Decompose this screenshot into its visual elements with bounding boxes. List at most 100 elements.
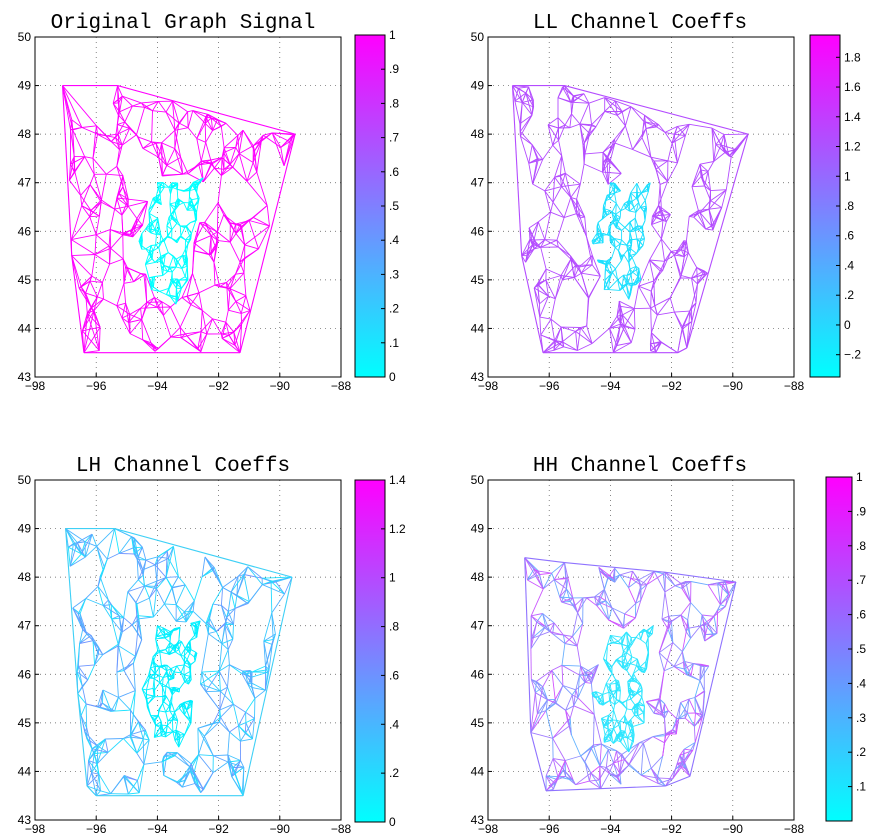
graph-edge bbox=[142, 738, 145, 765]
graph-edge bbox=[573, 95, 590, 104]
graph-edge bbox=[271, 132, 285, 166]
graph-edge bbox=[613, 238, 621, 245]
graph-edge bbox=[200, 318, 213, 332]
graph-edge bbox=[122, 624, 133, 633]
graph-edge bbox=[608, 748, 617, 752]
graph-edge bbox=[69, 156, 75, 165]
graph-edge bbox=[168, 288, 171, 297]
graph-edge bbox=[162, 703, 167, 713]
graph-edge bbox=[180, 331, 202, 339]
graph-edge bbox=[212, 709, 221, 724]
graph-edge bbox=[186, 202, 190, 211]
graph-edge bbox=[137, 764, 145, 781]
graph-edge bbox=[116, 302, 126, 307]
graph-edge bbox=[193, 576, 203, 602]
graph-edge bbox=[142, 141, 152, 149]
graph-edge bbox=[198, 754, 214, 757]
graph-edge bbox=[601, 233, 604, 243]
graph-edge bbox=[83, 326, 101, 353]
graph-edge bbox=[525, 248, 535, 263]
x-tick-label: −98 bbox=[478, 379, 499, 393]
graph-edge bbox=[178, 199, 180, 201]
graph-edge bbox=[628, 255, 631, 263]
graph-edge bbox=[654, 297, 671, 307]
graph-edge bbox=[158, 675, 161, 683]
graph-edge bbox=[534, 681, 537, 693]
graph-edge bbox=[175, 278, 178, 289]
graph-edge bbox=[712, 207, 723, 231]
graph-edge bbox=[554, 578, 567, 581]
graph-edge bbox=[201, 310, 208, 335]
graph-edge bbox=[532, 183, 546, 192]
graph-edge bbox=[638, 225, 643, 230]
graph-edge bbox=[200, 670, 220, 685]
graph-edge bbox=[629, 248, 632, 256]
graph-edge bbox=[606, 257, 613, 266]
graph-edge bbox=[94, 751, 109, 754]
graph-edge bbox=[577, 343, 593, 351]
graph-edge bbox=[168, 680, 170, 689]
graph-edge bbox=[181, 268, 186, 277]
graph-edge bbox=[192, 110, 206, 118]
graph-edge bbox=[94, 234, 97, 255]
graph-edge bbox=[141, 102, 153, 112]
graph-edge bbox=[156, 556, 159, 582]
graph-edge bbox=[540, 318, 552, 336]
graph-edge bbox=[640, 192, 646, 201]
graph-edge bbox=[517, 88, 523, 103]
graph-edge bbox=[620, 203, 625, 211]
graph-edge bbox=[708, 209, 714, 231]
graph-edge bbox=[573, 266, 580, 278]
graph-edge bbox=[157, 301, 163, 308]
graph-edge bbox=[563, 197, 572, 218]
graph-edge bbox=[579, 674, 589, 677]
x-tick-label: −92 bbox=[208, 379, 229, 393]
graph-edge bbox=[152, 197, 156, 204]
graph-edge bbox=[95, 234, 110, 247]
graph-edge bbox=[624, 227, 631, 233]
graph-edge bbox=[166, 157, 181, 166]
colorbar bbox=[809, 34, 841, 378]
graph-edge bbox=[91, 298, 104, 309]
graph-edge bbox=[110, 234, 124, 249]
graph-edge bbox=[129, 307, 141, 315]
graph-edge bbox=[284, 576, 293, 595]
graph-edge bbox=[193, 235, 212, 244]
graph-edge bbox=[615, 227, 622, 231]
graph-edge bbox=[651, 219, 664, 226]
graph-edge bbox=[632, 266, 637, 273]
x-tick-label: −90 bbox=[723, 379, 744, 393]
graph-edge bbox=[185, 331, 202, 335]
graph-edge bbox=[165, 111, 180, 124]
graph-edge bbox=[101, 263, 111, 283]
graph-edge bbox=[650, 332, 657, 353]
graph-edge bbox=[179, 327, 186, 335]
graph-edge bbox=[553, 340, 557, 351]
graph-edge bbox=[622, 314, 625, 327]
graph-edge bbox=[176, 664, 185, 667]
graph-edge bbox=[154, 275, 163, 277]
graph-edge bbox=[694, 697, 696, 714]
graph-edge bbox=[526, 248, 535, 257]
graph-edge bbox=[196, 202, 199, 213]
graph-edge bbox=[163, 306, 171, 316]
graph-edge bbox=[607, 192, 615, 196]
graph-edge bbox=[624, 308, 635, 327]
graph-edge bbox=[192, 184, 197, 193]
graph-edge bbox=[81, 205, 91, 217]
panel-1: Original Graph Signal−98 −96 −94 −92 −90 −884… bbox=[18, 12, 400, 393]
graph-edge bbox=[237, 129, 244, 136]
graph-edge bbox=[116, 283, 125, 306]
graph-edge bbox=[263, 132, 273, 136]
graph-edge bbox=[141, 319, 144, 340]
graph-edge bbox=[135, 585, 145, 604]
graph-edge bbox=[174, 111, 188, 131]
graph-edge bbox=[606, 230, 611, 236]
graph-edge bbox=[596, 232, 602, 235]
graph-edge bbox=[617, 279, 624, 289]
graph-edge bbox=[111, 618, 119, 645]
graph-edge bbox=[610, 219, 617, 223]
graph-edge bbox=[561, 155, 566, 174]
graph-edge bbox=[187, 110, 193, 113]
